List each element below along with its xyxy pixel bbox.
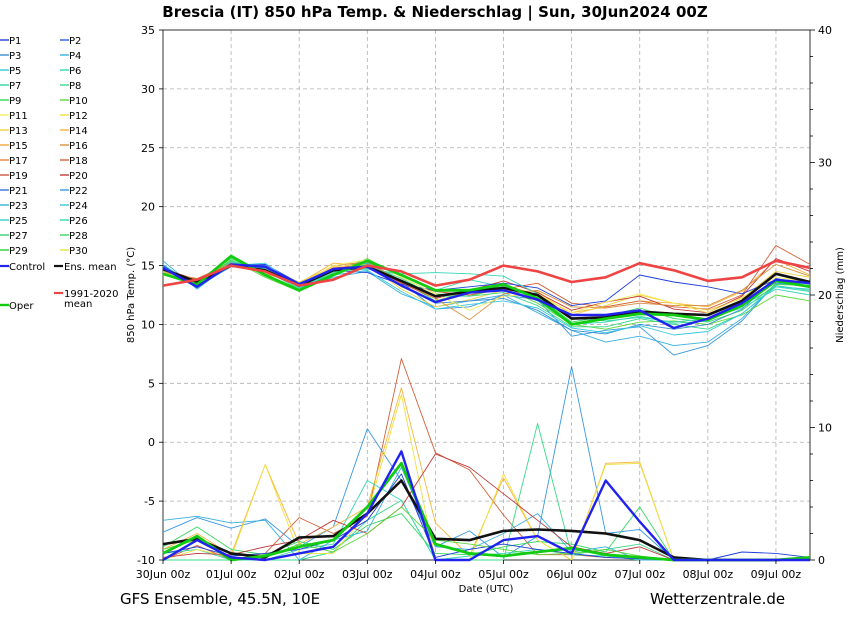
- legend-label: P21: [9, 186, 28, 197]
- legend-label: P27: [9, 231, 28, 242]
- legend-label: P26: [69, 216, 88, 227]
- legend-label: P11: [9, 111, 28, 122]
- series-line-control: [162, 450, 810, 562]
- x-tick-label: 06Jul 00z: [546, 568, 597, 581]
- series-line-p24: [162, 262, 811, 336]
- legend-label: 1991-2020 mean: [64, 289, 119, 310]
- y-left-tick-label: 10: [141, 318, 155, 331]
- legend-label: P22: [69, 186, 88, 197]
- y-left-tick-label: -10: [137, 554, 155, 567]
- legend-label: P13: [9, 126, 28, 137]
- y-right-tick-label: 0: [818, 554, 825, 567]
- x-tick-label: 03Jul 00z: [342, 568, 393, 581]
- grid: [163, 30, 810, 560]
- y-right-tick-label: 30: [818, 157, 832, 170]
- legend-label: P10: [69, 96, 88, 107]
- footer-source: GFS Ensemble, 45.5N, 10E: [120, 590, 320, 608]
- temperature-series: [162, 245, 811, 356]
- left-axis: -10 -5 0 5 10 15 20 25 30 35: [137, 24, 163, 567]
- y-left-tick-label: 15: [141, 260, 155, 273]
- series-line-p28: [162, 506, 810, 561]
- y-axis-left-label: 850 hPa Temp. (°C): [126, 247, 137, 343]
- legend-label: P7: [9, 81, 21, 92]
- series-line-1991-2020-mean: [162, 259, 811, 287]
- legend-label: P4: [69, 51, 81, 62]
- legend-label: P25: [9, 216, 28, 227]
- footer-credit: Wetterzentrale.de: [650, 590, 785, 608]
- y-right-tick-label: 40: [818, 24, 832, 37]
- chart-title: Brescia (IT) 850 hPa Temp. & Niederschla…: [162, 3, 708, 22]
- series-line-oper: [162, 254, 811, 326]
- series-line-p18: [162, 358, 810, 561]
- legend-label: P18: [69, 156, 88, 167]
- x-tick-label: 09Jul 00z: [751, 568, 802, 581]
- legend-label: P17: [9, 156, 28, 167]
- x-tick-label: 02Jul 00z: [274, 568, 325, 581]
- legend-label: P24: [69, 201, 88, 212]
- series-line-p22: [162, 262, 811, 356]
- legend-label: P8: [69, 81, 81, 92]
- y-left-tick-label: 35: [141, 24, 155, 37]
- legend-label: P9: [9, 96, 21, 107]
- legend-label: P15: [9, 141, 28, 152]
- x-tick-label: 04Jul 00z: [410, 568, 461, 581]
- x-tick-label: 05Jul 00z: [478, 568, 529, 581]
- x-tick-label: 07Jul 00z: [614, 568, 665, 581]
- x-axis-label: Date (UTC): [459, 584, 514, 595]
- series-line-p3: [162, 265, 811, 335]
- legend-label: P28: [69, 231, 88, 242]
- legend-label: P3: [9, 51, 21, 62]
- legend-label: P14: [69, 126, 88, 137]
- y-right-tick-label: 10: [818, 422, 832, 435]
- legend-label: Oper: [9, 301, 34, 312]
- legend-label: P20: [69, 171, 88, 182]
- legend-label: P16: [69, 141, 88, 152]
- x-axis: 30Jun 00z 01Jul 00z 02Jul 00z 03Jul 00z 04Ju…: [136, 560, 802, 581]
- series-line-control: [162, 263, 811, 330]
- y-left-tick-label: 5: [148, 377, 155, 390]
- legend: P1 P2 P3 P4 P5 P6 P7 P8 P9 P10 P11 P12 P13 P14 P15 P16 P…: [0, 36, 119, 312]
- legend-label: P1: [9, 36, 21, 47]
- legend-label: Control: [9, 262, 45, 273]
- legend-label: P29: [9, 246, 28, 257]
- series-line-p4: [162, 466, 810, 561]
- legend-label: P19: [9, 171, 28, 182]
- legend-label: P5: [9, 66, 21, 77]
- y-left-tick-label: 30: [141, 83, 155, 96]
- x-tick-label: 30Jun 00z: [136, 568, 191, 581]
- y-right-tick-label: 20: [818, 289, 832, 302]
- legend-label: P6: [69, 66, 81, 77]
- legend-label: P30: [69, 246, 88, 257]
- right-axis: 0 10 20 30 40: [810, 24, 832, 567]
- series-line-p10: [162, 506, 810, 561]
- y-axis-right-label: Niederschlag (mm): [835, 247, 846, 343]
- legend-label: P23: [9, 201, 28, 212]
- precipitation-series: [162, 358, 811, 562]
- y-left-tick-label: 0: [148, 436, 155, 449]
- y-left-tick-label: 25: [141, 142, 155, 155]
- y-left-tick-label: 20: [141, 201, 155, 214]
- legend-label: P12: [69, 111, 88, 122]
- legend-label: Ens. mean: [64, 262, 117, 273]
- plot-area: [162, 29, 811, 562]
- y-left-tick-label: -5: [144, 495, 155, 508]
- x-tick-label: 01Jul 00z: [206, 568, 257, 581]
- legend-label: P2: [69, 36, 81, 47]
- series-line-p22: [162, 366, 810, 561]
- x-tick-label: 08Jul 00z: [683, 568, 734, 581]
